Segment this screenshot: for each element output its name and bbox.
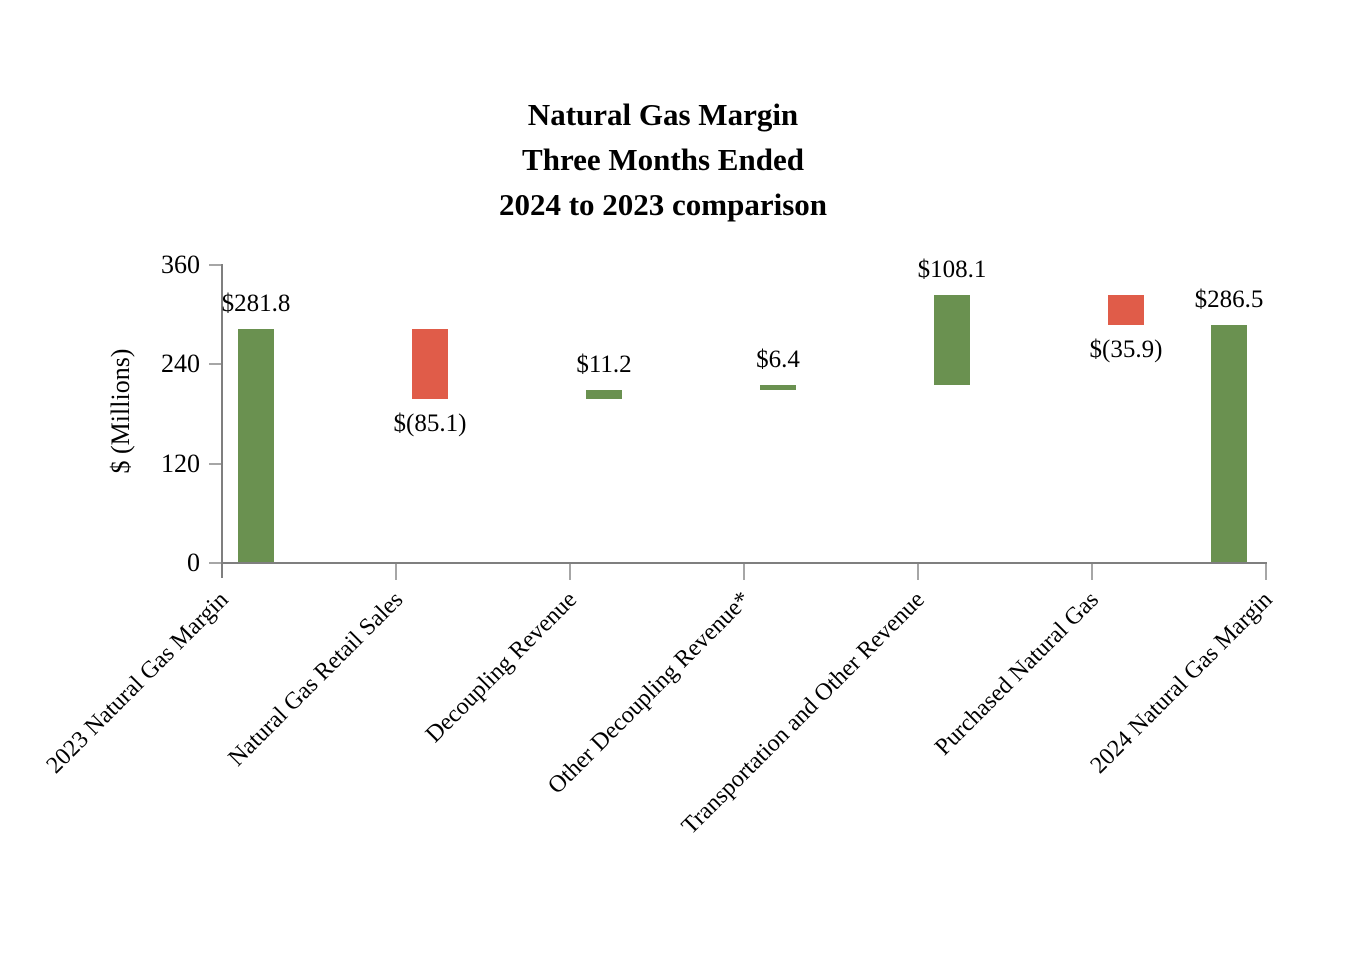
y-tick-mark [209,264,221,266]
waterfall-bar [760,384,796,390]
value-label: $(85.1) [393,410,467,438]
value-label: $(35.9) [1089,335,1163,363]
x-axis-line [221,562,1267,564]
waterfall-bar [934,295,970,385]
chart-title-line-1: Natural Gas Margin [527,97,799,132]
value-label: $11.2 [576,350,632,378]
y-tick-label: 0 [187,548,200,577]
y-tick-mark [209,562,221,564]
y-tick-mark [209,363,221,366]
x-tick-mark [569,564,571,580]
x-tick-mark [395,564,397,580]
category-label: Purchased Natural Gas [930,586,1105,761]
x-tick-mark [917,564,919,580]
y-tick-label: 120 [161,448,200,478]
chart-title: Natural Gas Margin Three Months Ended 20… [499,92,827,227]
category-label: Natural Gas Retail Sales [223,586,409,772]
category-label: 2023 Natural Gas Margin [42,586,235,779]
y-tick-label: 360 [161,250,200,279]
y-tick-mark [209,462,221,465]
waterfall-bar [1211,324,1247,562]
waterfall-bar [586,389,622,400]
x-tick-mark [1091,564,1093,580]
category-label: Other Decoupling Revenue* [543,586,757,800]
value-label: $286.5 [1194,285,1264,313]
y-tick-label: 240 [161,349,200,379]
waterfall-bar [1108,295,1144,325]
value-label: $108.1 [917,256,987,284]
chart-title-line-2: Three Months Ended [522,142,804,177]
waterfall-bar [412,328,448,400]
waterfall-bar [238,328,274,562]
y-axis-line [221,264,223,578]
value-label: $281.8 [221,289,291,317]
value-label: $6.4 [756,345,800,373]
x-tick-mark [743,564,745,580]
chart-title-line-3: 2024 to 2023 comparison [498,187,828,222]
category-label: 2024 Natural Gas Margin [1086,586,1279,779]
x-tick-mark [1265,564,1267,580]
category-label: Decoupling Revenue [420,586,583,748]
